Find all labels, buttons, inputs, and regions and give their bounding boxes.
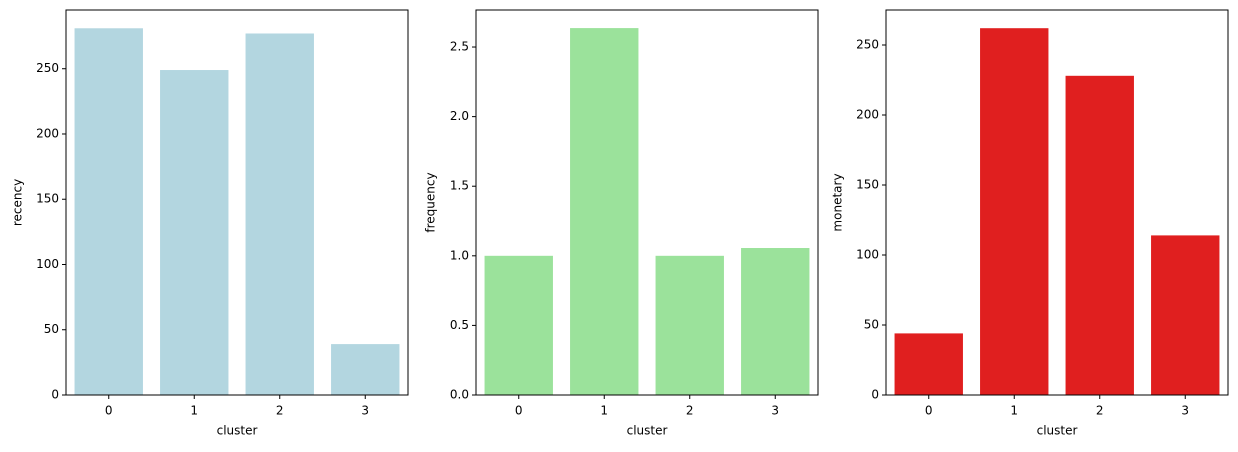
y-tick-label: 0.5	[450, 318, 469, 332]
y-axis-label: monetary	[831, 173, 845, 231]
y-tick-label: 2.0	[450, 109, 469, 123]
x-tick-label: 3	[1181, 404, 1189, 418]
bar	[570, 28, 639, 395]
bar	[980, 28, 1049, 395]
axes-frame	[475, 9, 819, 396]
y-axis-label: frequency	[424, 172, 438, 232]
bar	[1151, 235, 1220, 395]
y-tick-label: 50	[44, 322, 59, 336]
x-axis-label: cluster	[1037, 424, 1078, 438]
x-tick-label: 2	[686, 404, 694, 418]
x-tick-label: 1	[600, 404, 608, 418]
bar	[245, 33, 314, 396]
y-tick-label: 100	[36, 257, 59, 271]
y-tick-label: 50	[864, 318, 879, 332]
x-tick-label: 3	[771, 404, 779, 418]
bar	[655, 255, 724, 395]
bar	[74, 28, 143, 396]
x-tick-label: 1	[1010, 404, 1018, 418]
x-tick-label: 0	[515, 404, 523, 418]
y-tick-label: 1.5	[450, 179, 469, 193]
y-tick-label: 100	[856, 248, 879, 262]
bar	[741, 248, 810, 395]
x-axis-label: cluster	[217, 424, 258, 438]
x-tick-label: 2	[276, 404, 284, 418]
y-tick-label: 1.0	[450, 248, 469, 262]
y-tick-label: 250	[856, 38, 879, 52]
y-tick-label: 0.0	[450, 388, 469, 402]
y-axis-label: recency	[11, 179, 25, 226]
y-tick-label: 2.5	[450, 40, 469, 54]
bar	[1065, 75, 1134, 396]
x-tick-label: 0	[925, 404, 933, 418]
y-tick-label: 0	[871, 388, 879, 402]
x-tick-label: 0	[105, 404, 113, 418]
bar	[484, 255, 553, 395]
y-tick-label: 150	[856, 178, 879, 192]
axes-frame	[65, 9, 409, 396]
y-tick-label: 200	[36, 126, 59, 140]
y-tick-label: 150	[36, 192, 59, 206]
y-tick-label: 0	[51, 388, 59, 402]
bar	[894, 333, 963, 395]
x-tick-label: 1	[190, 404, 198, 418]
y-tick-label: 200	[856, 108, 879, 122]
axes-frame	[885, 9, 1229, 396]
x-tick-label: 2	[1096, 404, 1104, 418]
y-tick-label: 250	[36, 61, 59, 75]
bar	[331, 344, 400, 395]
x-axis-label: cluster	[627, 424, 668, 438]
x-tick-label: 3	[361, 404, 369, 418]
bar	[160, 70, 229, 395]
